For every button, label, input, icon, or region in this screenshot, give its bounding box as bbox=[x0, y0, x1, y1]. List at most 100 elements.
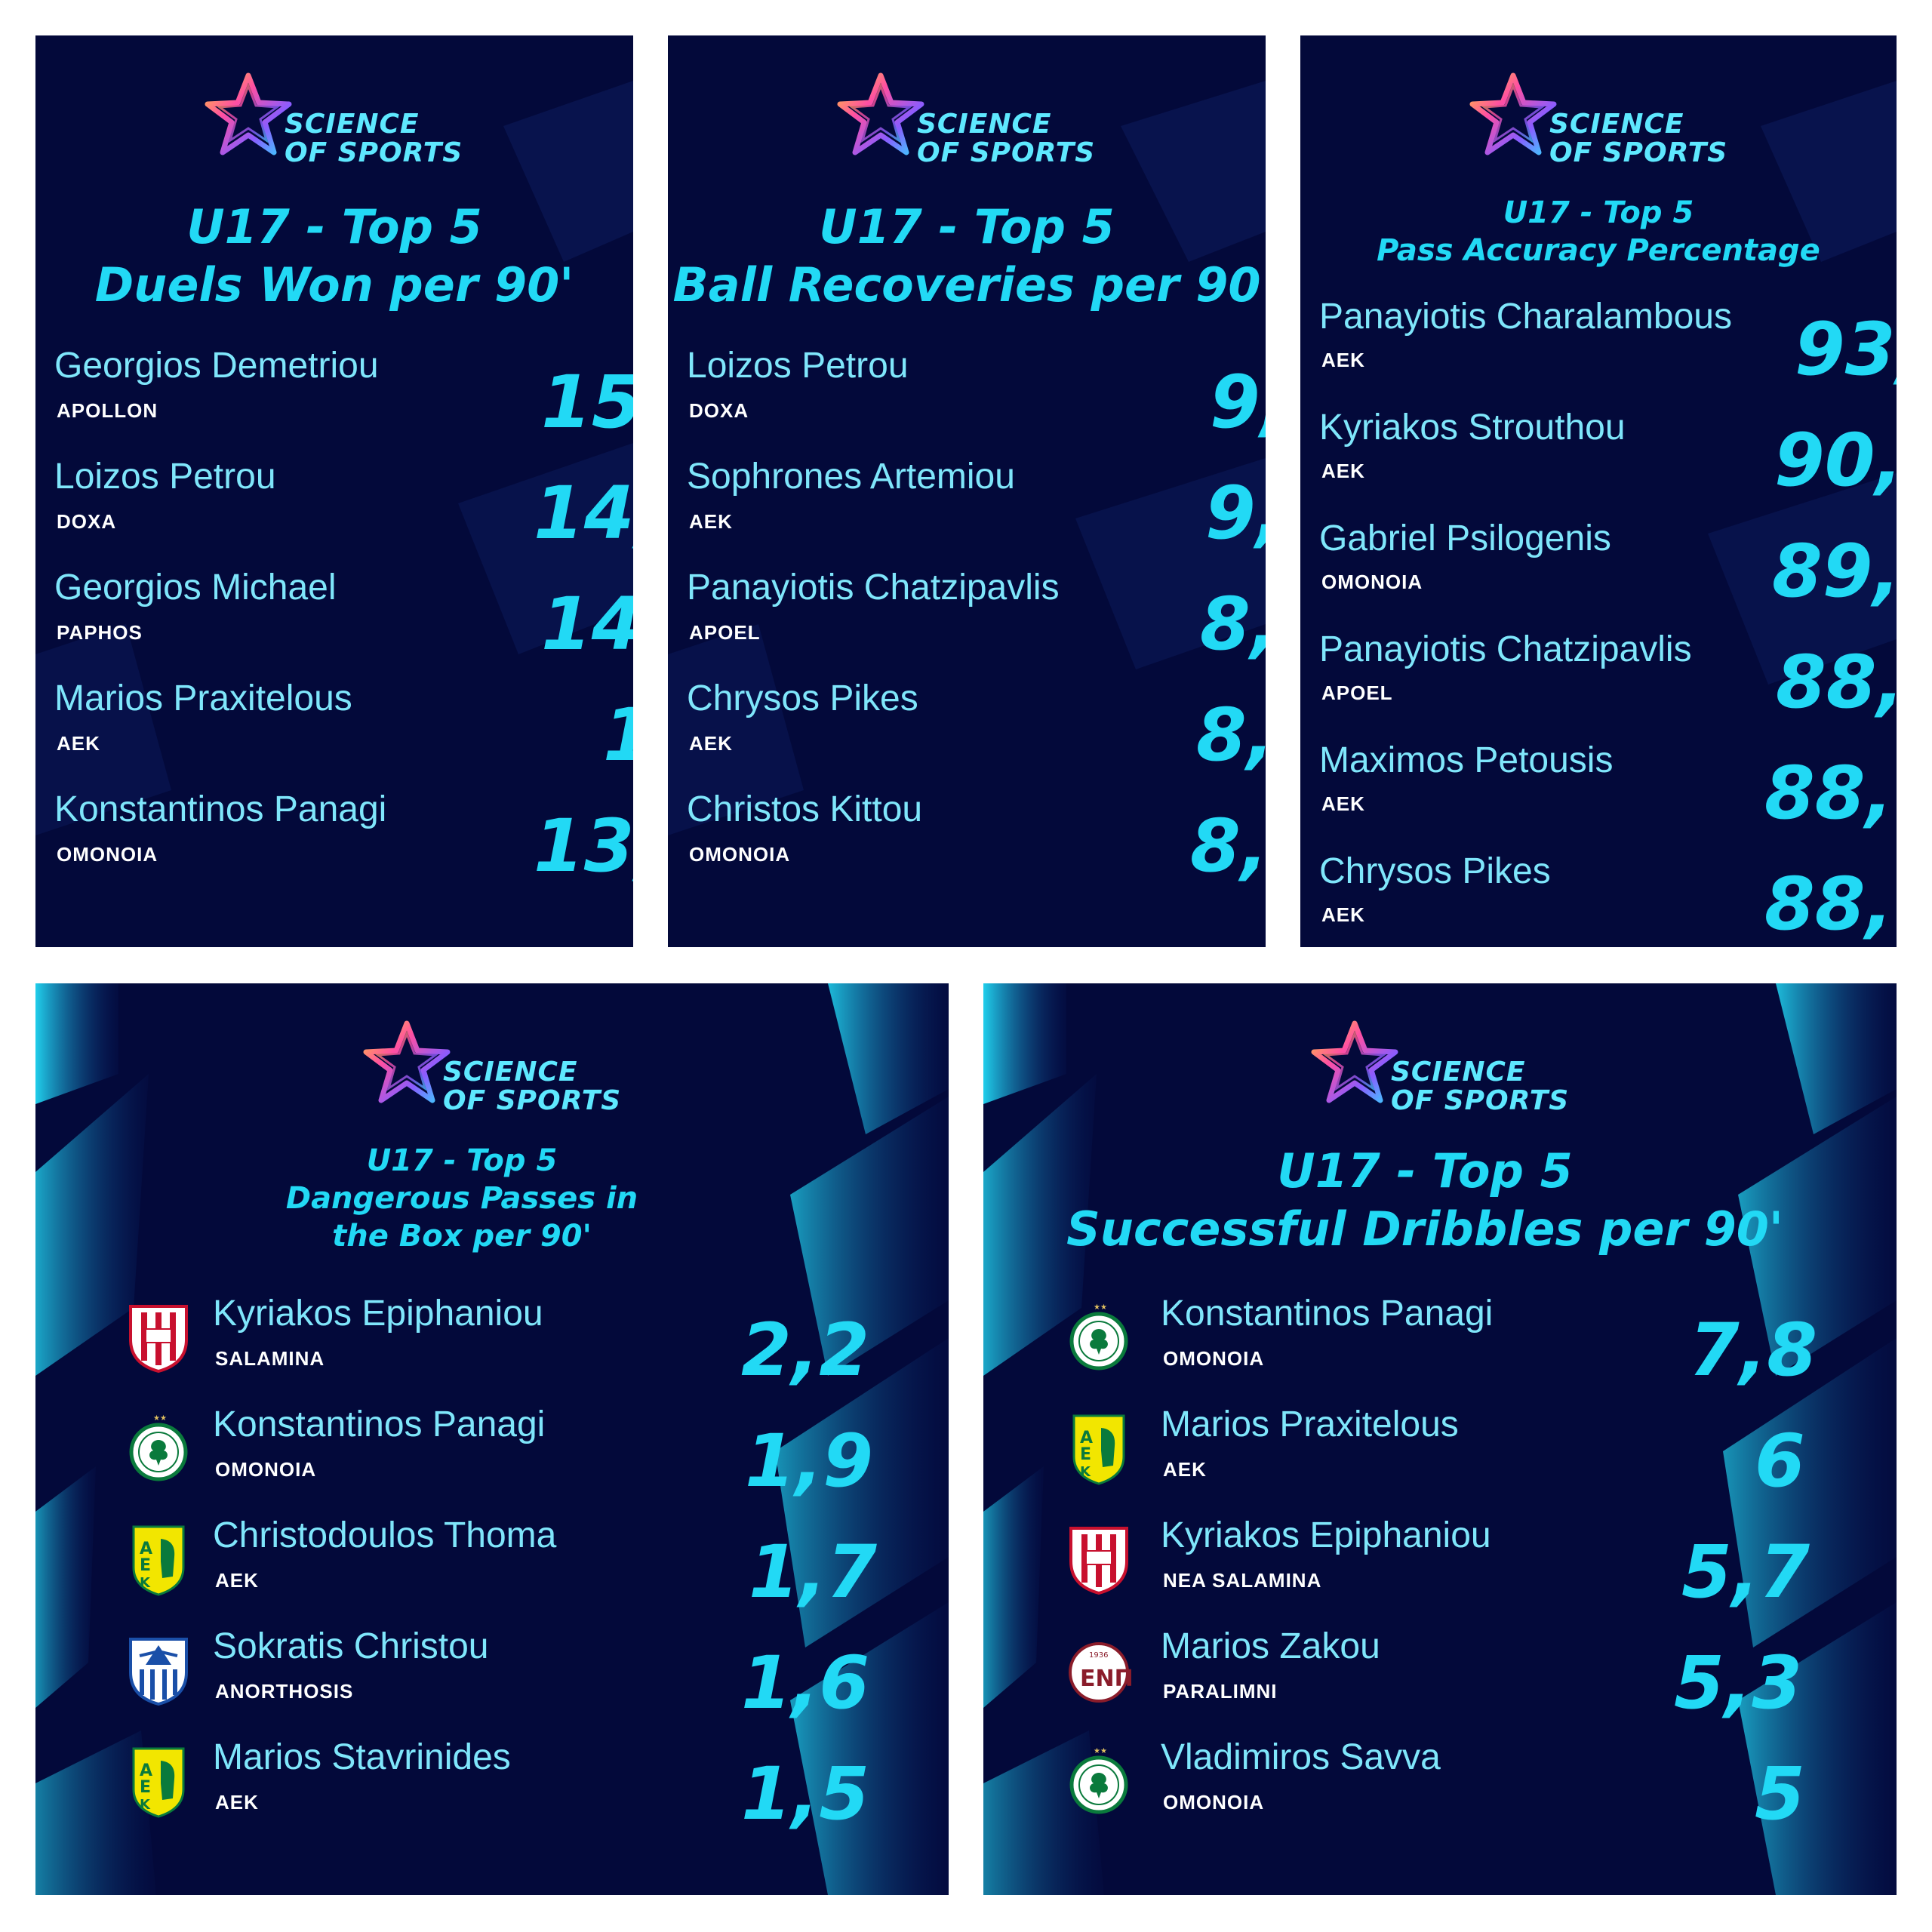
card-title-line-1: U17 - Top 5 bbox=[1503, 195, 1694, 230]
svg-text:E: E bbox=[140, 1556, 151, 1575]
svg-text:E: E bbox=[1080, 1445, 1091, 1464]
omonoia-badge-icon: ★★ bbox=[1069, 1303, 1128, 1371]
svg-text:ΕΝΠ: ΕΝΠ bbox=[1080, 1666, 1131, 1692]
team-name: DOXA bbox=[57, 510, 117, 533]
player-name: Konstantinos Panagi bbox=[1161, 1294, 1494, 1334]
stat-value: 89, bbox=[1772, 529, 1897, 614]
team-name: AEK bbox=[215, 1791, 259, 1814]
stat-value: 90, bbox=[1774, 418, 1897, 503]
team-name: ANORTHOSIS bbox=[215, 1680, 354, 1703]
team-name: AEK bbox=[689, 510, 733, 533]
player-name: Panayiotis Chatzipavlis bbox=[1319, 629, 1692, 669]
successful-dribbles-card: SCIENCE OF SPORTS U17 - Top 5 Successful… bbox=[983, 983, 1897, 1895]
team-name: AEK bbox=[689, 732, 733, 755]
omonoia-badge-icon: ★★ bbox=[1069, 1747, 1128, 1814]
star-logo-icon bbox=[205, 72, 292, 155]
player-name: Panayiotis Charalambous bbox=[1319, 297, 1732, 337]
stat-value: 14, bbox=[534, 471, 633, 555]
pass-accuracy-card: SCIENCE OF SPORTS U17 - Top 5 Pass Accur… bbox=[1300, 35, 1897, 947]
team-name: PAPHOS bbox=[57, 621, 143, 644]
card-title-line-1: U17 - Top 5 bbox=[366, 1143, 558, 1178]
team-name: OMONOIA bbox=[1163, 1791, 1265, 1814]
team-name: APOEL bbox=[689, 621, 761, 644]
team-name: AEK bbox=[1163, 1458, 1207, 1481]
stat-value: 93, bbox=[1795, 307, 1897, 392]
player-name: Maximos Petousis bbox=[1319, 740, 1614, 780]
team-name: OMONOIA bbox=[57, 843, 158, 866]
stat-value: 8, bbox=[1190, 804, 1266, 888]
stat-value: 88, bbox=[1764, 862, 1894, 946]
card-title-line-2: Successful Dribbles per 90' bbox=[1066, 1201, 1783, 1257]
svg-text:E: E bbox=[140, 1778, 151, 1797]
stat-value: 6 bbox=[1755, 1419, 1805, 1503]
card-background bbox=[35, 81, 633, 835]
stat-value: 14 bbox=[541, 582, 633, 666]
brand-line-1: SCIENCE bbox=[285, 109, 420, 140]
brand-line-2: OF SPORTS bbox=[1549, 137, 1728, 168]
dangerous-passes-card: SCIENCE OF SPORTS U17 - Top 5 Dangerous … bbox=[35, 983, 949, 1895]
stat-value: 5,7 bbox=[1681, 1530, 1810, 1614]
card-title-line-2: Pass Accuracy Percentage bbox=[1377, 233, 1820, 268]
team-name: APOEL bbox=[1321, 681, 1393, 704]
card-background bbox=[35, 983, 949, 1895]
brand-line-1: SCIENCE bbox=[443, 1057, 578, 1088]
stat-value: 8, bbox=[1196, 693, 1266, 777]
stat-value: 1,6 bbox=[741, 1641, 870, 1725]
aek-badge-icon: A E K bbox=[132, 1525, 185, 1596]
stat-value: 5 bbox=[1755, 1752, 1805, 1836]
card-title-line-2: Dangerous Passes in bbox=[285, 1181, 638, 1216]
stat-value: 88, bbox=[1764, 751, 1894, 835]
stat-value: 15, bbox=[541, 360, 633, 445]
anorthosis-badge-icon bbox=[129, 1638, 188, 1706]
player-name: Chrysos Pikes bbox=[1319, 851, 1551, 891]
team-name: AEK bbox=[1321, 349, 1365, 371]
card-title-line-1: U17 - Top 5 bbox=[186, 199, 482, 254]
player-name: Panayiotis Chatzipavlis bbox=[687, 568, 1060, 608]
stat-value: 13, bbox=[534, 804, 633, 888]
card-title-line-2: Duels Won per 90' bbox=[94, 257, 574, 312]
player-name: Sophrones Artemiou bbox=[687, 457, 1015, 497]
stat-value: 9, bbox=[1205, 471, 1266, 555]
stat-value: 1,9 bbox=[745, 1419, 874, 1503]
science-of-sports-logo: SCIENCE OF SPORTS bbox=[1466, 69, 1738, 183]
team-name: AEK bbox=[1321, 903, 1365, 926]
team-name: OMONOIA bbox=[215, 1458, 317, 1481]
stat-value: 5,3 bbox=[1674, 1641, 1803, 1725]
brand-line-1: SCIENCE bbox=[917, 109, 1052, 140]
science-of-sports-logo: SCIENCE OF SPORTS bbox=[1308, 1017, 1580, 1131]
team-name: OMONOIA bbox=[1321, 571, 1423, 593]
player-name: Marios Praxitelous bbox=[1161, 1404, 1459, 1444]
science-of-sports-logo: SCIENCE OF SPORTS bbox=[360, 1017, 632, 1131]
stat-value: 8, bbox=[1200, 582, 1266, 666]
team-name: OMONOIA bbox=[689, 843, 791, 866]
team-name: NEA SALAMINA bbox=[1163, 1569, 1322, 1592]
stat-value: 2,2 bbox=[741, 1308, 870, 1392]
team-name: DOXA bbox=[689, 399, 749, 422]
star-logo-icon bbox=[1311, 1020, 1398, 1103]
brand-line-2: OF SPORTS bbox=[1391, 1085, 1570, 1116]
card-background bbox=[668, 81, 1266, 835]
brand-line-2: OF SPORTS bbox=[285, 137, 463, 168]
brand-line-1: SCIENCE bbox=[1391, 1057, 1526, 1088]
player-name: Sokratis Christou bbox=[213, 1626, 489, 1666]
star-logo-icon bbox=[837, 72, 924, 155]
omonoia-badge-icon: ★★ bbox=[129, 1414, 188, 1481]
aek-badge-icon: A E K bbox=[132, 1747, 185, 1818]
svg-text:K: K bbox=[140, 1575, 151, 1591]
stat-value: 9, bbox=[1210, 360, 1266, 445]
player-name: Kyriakos Strouthou bbox=[1319, 408, 1626, 448]
player-name: Marios Zakou bbox=[1161, 1626, 1380, 1666]
svg-text:1936: 1936 bbox=[1089, 1651, 1108, 1660]
svg-text:A: A bbox=[140, 1540, 152, 1558]
svg-text:A: A bbox=[140, 1761, 152, 1780]
ball-recoveries-card: SCIENCE OF SPORTS U17 - Top 5 Ball Recov… bbox=[668, 35, 1266, 947]
star-logo-icon bbox=[363, 1020, 451, 1103]
science-of-sports-logo: SCIENCE OF SPORTS bbox=[202, 69, 473, 183]
stat-value: 88, bbox=[1776, 640, 1897, 724]
svg-text:★★: ★★ bbox=[1094, 1303, 1107, 1312]
science-of-sports-logo: SCIENCE OF SPORTS bbox=[834, 69, 1106, 183]
player-name: Christos Kittou bbox=[687, 789, 923, 829]
team-name: AEK bbox=[57, 732, 100, 755]
aek-badge-icon: A E K bbox=[1072, 1414, 1125, 1485]
brand-line-1: SCIENCE bbox=[1549, 109, 1684, 140]
